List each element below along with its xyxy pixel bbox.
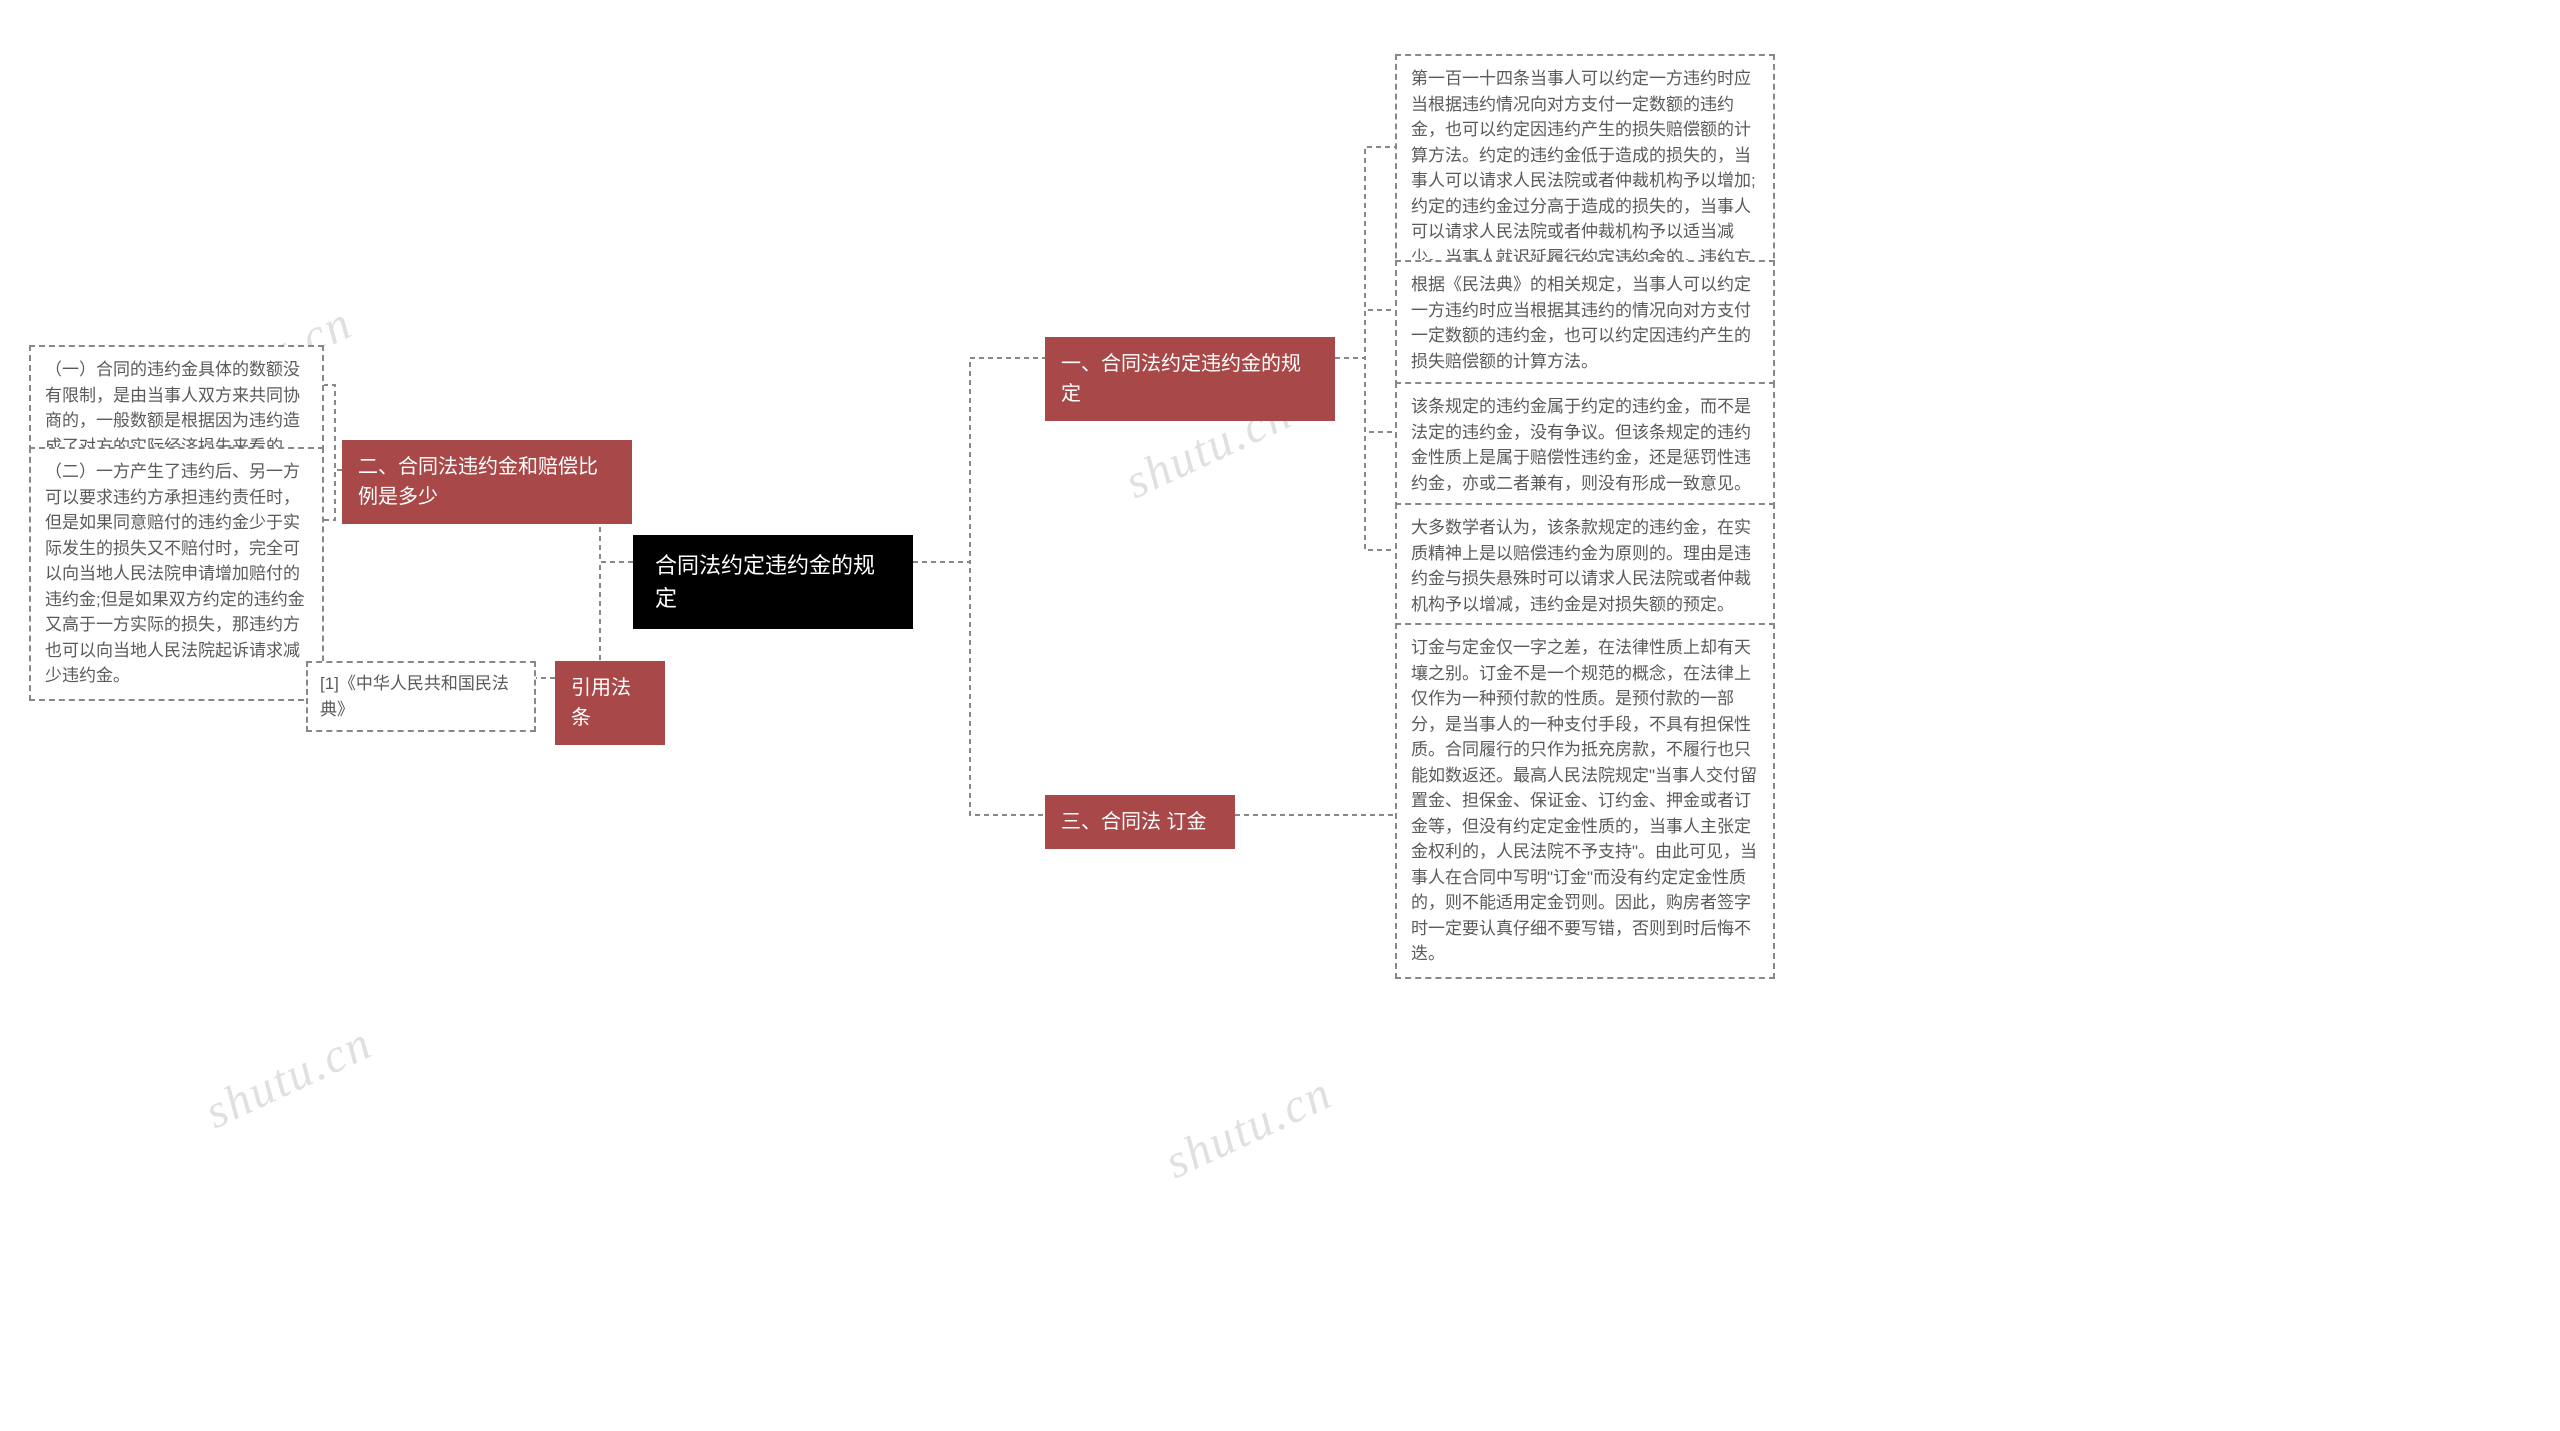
watermark: shutu.cn <box>197 1015 381 1140</box>
leaf-node-1c: 该条规定的违约金属于约定的违约金，而不是法定的违约金，没有争议。但该条规定的违约… <box>1395 382 1775 508</box>
leaf-node-1d: 大多数学者认为，该条款规定的违约金，在实质精神上是以赔偿违约金为原则的。理由是违… <box>1395 503 1775 629</box>
branch-node-3: 三、合同法 订金 <box>1045 795 1235 849</box>
root-node: 合同法约定违约金的规定 <box>633 535 913 629</box>
leaf-node-2b: （二）一方产生了违约后、另一方可以要求违约方承担违约责任时，但是如果同意赔付的违… <box>29 447 324 701</box>
branch-node-2: 二、合同法违约金和赔偿比例是多少 <box>342 440 632 524</box>
leaf-node-4a: [1]《中华人民共和国民法典》 <box>306 661 536 732</box>
leaf-node-3a: 订金与定金仅一字之差，在法律性质上却有天壤之别。订金不是一个规范的概念，在法律上… <box>1395 623 1775 979</box>
watermark: shutu.cn <box>1157 1065 1341 1190</box>
branch-node-4: 引用法条 <box>555 661 665 745</box>
branch-node-1: 一、合同法约定违约金的规定 <box>1045 337 1335 421</box>
leaf-node-1b: 根据《民法典》的相关规定，当事人可以约定一方违约时应当根据其违约的情况向对方支付… <box>1395 260 1775 386</box>
